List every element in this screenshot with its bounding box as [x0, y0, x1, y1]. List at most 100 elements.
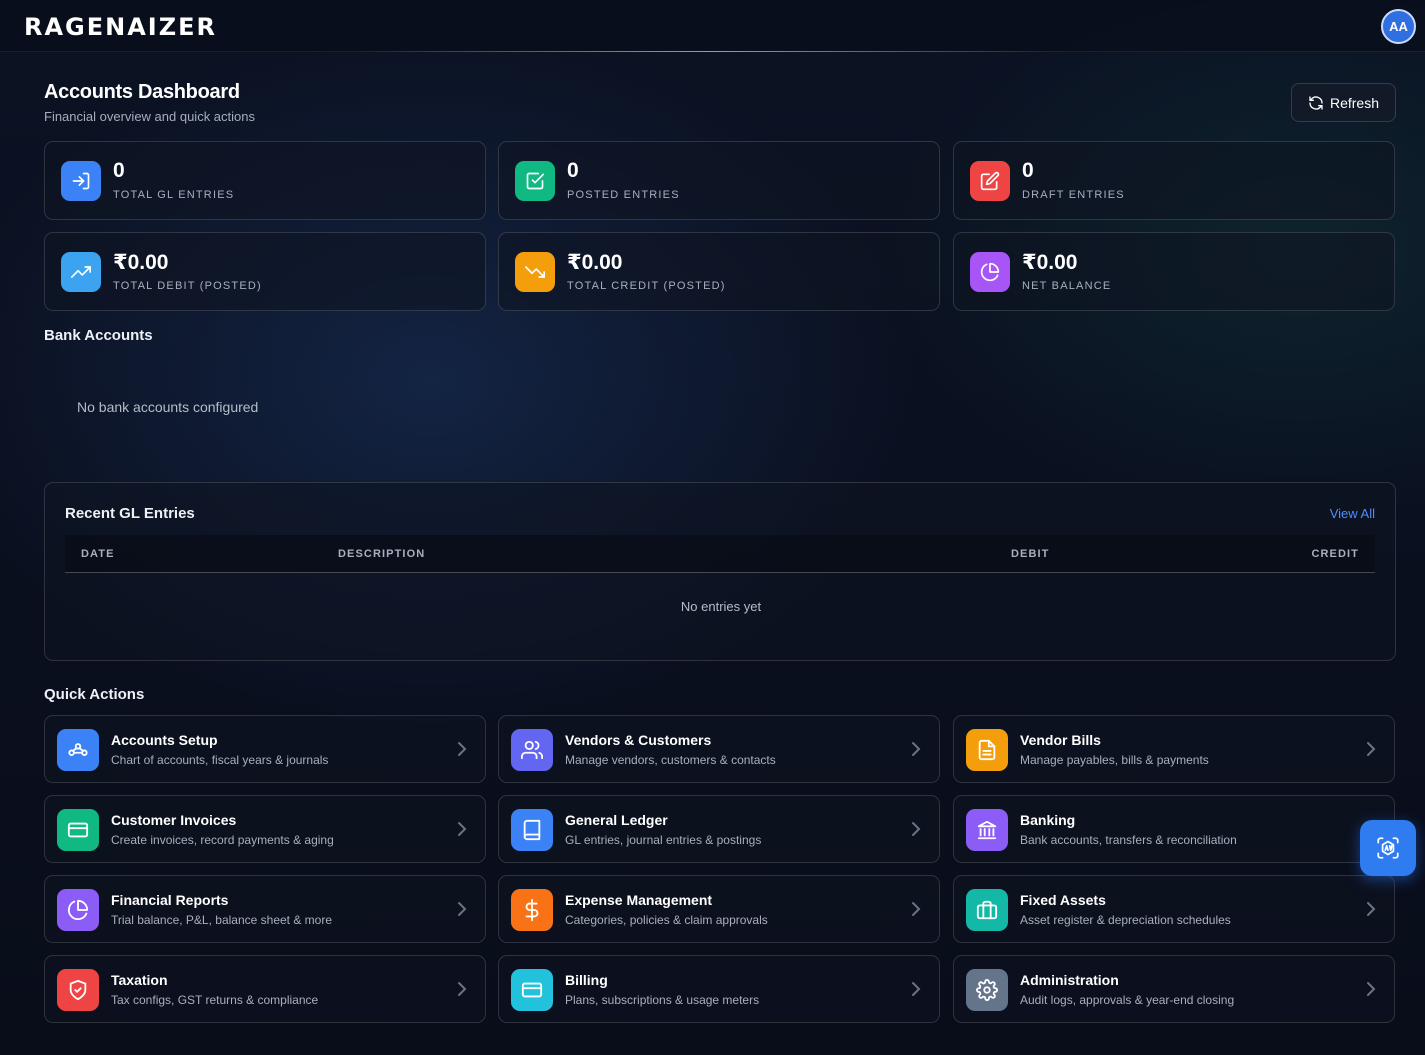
view-all-link[interactable]: View All [1329, 506, 1375, 521]
ai-assistant-button[interactable] [1360, 820, 1416, 876]
chevron-right-icon [1367, 902, 1376, 916]
qa-desc: Audit logs, approvals & year-end closing [1020, 993, 1235, 1007]
stat-value: 0 [113, 159, 125, 182]
stat-card-posted: 0 POSTED ENTRIES [498, 141, 940, 220]
qa-title: Vendor Bills [1020, 732, 1101, 748]
stat-card-net-balance: ₹0.00 NET BALANCE [953, 232, 1395, 311]
check-square-icon [515, 161, 555, 201]
qa-general-ledger[interactable]: General Ledger GL entries, journal entri… [498, 795, 940, 863]
qa-vendor-bills[interactable]: Vendor Bills Manage payables, bills & pa… [953, 715, 1395, 783]
qa-title: Banking [1020, 812, 1076, 828]
qa-desc: Categories, policies & claim approvals [565, 913, 768, 927]
stat-value: ₹0.00 [1022, 251, 1078, 274]
qa-billing[interactable]: Billing Plans, subscriptions & usage met… [498, 955, 940, 1023]
edit-icon [970, 161, 1010, 201]
page-title: Accounts Dashboard [44, 81, 240, 103]
top-bar: RAGENAIZER AA [0, 0, 1425, 52]
qa-desc: Manage payables, bills & payments [1020, 753, 1209, 767]
qa-desc: Asset register & depreciation schedules [1020, 913, 1231, 927]
qa-desc: GL entries, journal entries & postings [565, 833, 762, 847]
qa-fixed-assets[interactable]: Fixed Assets Asset register & depreciati… [953, 875, 1395, 943]
chevron-right-icon [912, 902, 921, 916]
qa-title: Financial Reports [111, 892, 229, 908]
chevron-right-icon [912, 982, 921, 996]
refresh-button[interactable]: Refresh [1291, 83, 1396, 122]
user-avatar[interactable]: AA [1381, 9, 1416, 44]
chevron-right-icon [458, 982, 467, 996]
chevron-right-icon [1367, 982, 1376, 996]
qa-accounts-setup[interactable]: Accounts Setup Chart of accounts, fiscal… [44, 715, 486, 783]
qa-desc: Plans, subscriptions & usage meters [565, 993, 760, 1007]
pie-chart-icon [970, 252, 1010, 292]
credit-card-icon [57, 809, 99, 851]
qa-title: Fixed Assets [1020, 892, 1106, 908]
stat-value: ₹0.00 [567, 251, 623, 274]
qa-administration[interactable]: Administration Audit logs, approvals & y… [953, 955, 1395, 1023]
qa-title: Administration [1020, 972, 1119, 988]
chevron-right-icon [458, 822, 467, 836]
trending-up-icon [61, 252, 101, 292]
qa-desc: Manage vendors, customers & contacts [565, 753, 776, 767]
recent-gl-title: Recent GL Entries [65, 505, 195, 522]
qa-vendors-customers[interactable]: Vendors & Customers Manage vendors, cust… [498, 715, 940, 783]
col-description: DESCRIPTION [338, 548, 426, 560]
qa-title: Vendors & Customers [565, 732, 712, 748]
stat-label: DRAFT ENTRIES [1022, 189, 1125, 201]
login-arrow-icon [61, 161, 101, 201]
stat-label: TOTAL GL ENTRIES [113, 189, 235, 201]
bank-empty-message: No bank accounts configured [77, 399, 259, 415]
credit-card-icon [511, 969, 553, 1011]
pie-chart-icon [57, 889, 99, 931]
qa-financial-reports[interactable]: Financial Reports Trial balance, P&L, ba… [44, 875, 486, 943]
gear-icon [966, 969, 1008, 1011]
col-debit: DEBIT [1011, 548, 1050, 560]
qa-desc: Trial balance, P&L, balance sheet & more [111, 913, 333, 927]
qa-taxation[interactable]: Taxation Tax configs, GST returns & comp… [44, 955, 486, 1023]
stat-value: 0 [567, 159, 579, 182]
qa-desc: Chart of accounts, fiscal years & journa… [111, 753, 329, 767]
qa-desc: Create invoices, record payments & aging [111, 833, 334, 847]
qa-title: Taxation [111, 972, 168, 988]
stat-card-total-gl: 0 TOTAL GL ENTRIES [44, 141, 486, 220]
chevron-right-icon [912, 822, 921, 836]
col-date: DATE [81, 548, 115, 560]
qa-expense-management[interactable]: Expense Management Categories, policies … [498, 875, 940, 943]
refresh-label: Refresh [1329, 94, 1380, 111]
chevron-right-icon [458, 742, 467, 756]
stat-value: 0 [1022, 159, 1034, 182]
page-subtitle: Financial overview and quick actions [44, 109, 255, 124]
quick-actions-title: Quick Actions [44, 686, 145, 703]
qa-title: Expense Management [565, 892, 713, 908]
stat-card-total-debit: ₹0.00 TOTAL DEBIT (POSTED) [44, 232, 486, 311]
network-icon [57, 729, 99, 771]
refresh-icon [1309, 95, 1323, 110]
stat-value: ₹0.00 [113, 251, 169, 274]
qa-title: Billing [565, 972, 608, 988]
trending-down-icon [515, 252, 555, 292]
col-credit: CREDIT [1311, 548, 1359, 560]
file-text-icon [966, 729, 1008, 771]
stat-card-total-credit: ₹0.00 TOTAL CREDIT (POSTED) [498, 232, 940, 311]
chevron-right-icon [912, 742, 921, 756]
book-icon [511, 809, 553, 851]
gl-empty-message: No entries yet [680, 599, 762, 614]
qa-customer-invoices[interactable]: Customer Invoices Create invoices, recor… [44, 795, 486, 863]
bank-accounts-title: Bank Accounts [44, 327, 153, 344]
qa-desc: Bank accounts, transfers & reconciliatio… [1020, 833, 1237, 847]
qa-title: General Ledger [565, 812, 668, 828]
qa-title: Customer Invoices [111, 812, 237, 828]
qa-banking[interactable]: Banking Bank accounts, transfers & recon… [953, 795, 1395, 863]
stat-label: NET BALANCE [1022, 280, 1112, 292]
qa-desc: Tax configs, GST returns & compliance [111, 993, 319, 1007]
app-logo[interactable]: RAGENAIZER [24, 13, 218, 41]
chevron-right-icon [458, 902, 467, 916]
bank-icon [966, 809, 1008, 851]
dollar-icon [511, 889, 553, 931]
users-icon [511, 729, 553, 771]
stat-label: TOTAL DEBIT (POSTED) [113, 280, 262, 292]
recent-gl-card: Recent GL Entries View All DATE DESCRIPT… [44, 482, 1396, 661]
stat-label: POSTED ENTRIES [567, 189, 680, 201]
stat-label: TOTAL CREDIT (POSTED) [567, 280, 726, 292]
qa-title: Accounts Setup [111, 732, 218, 748]
briefcase-icon [966, 889, 1008, 931]
